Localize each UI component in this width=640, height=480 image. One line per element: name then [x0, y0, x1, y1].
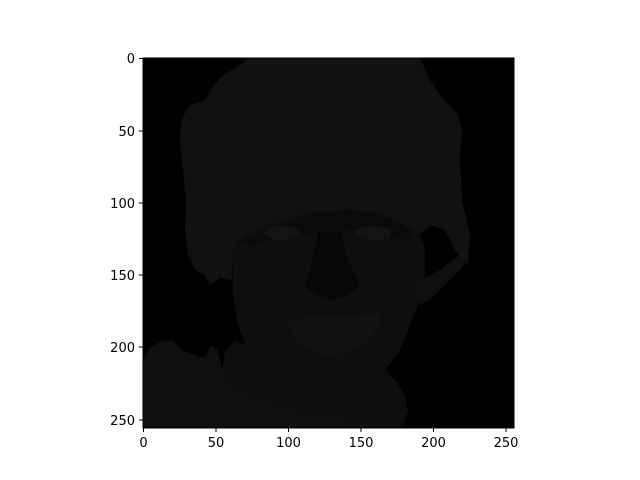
y-tick-label-250: 250: [110, 414, 135, 429]
y-tick-label-200: 200: [110, 341, 135, 356]
x-axis: 0 50 100 150 200 250: [139, 428, 518, 451]
x-tick-label-250: 250: [494, 436, 519, 451]
y-tick-label-150: 150: [110, 269, 135, 284]
right-eye: [355, 226, 391, 240]
axes-frame: [142, 57, 515, 429]
neck: [222, 340, 408, 428]
right-hair-strand: [420, 255, 466, 305]
x-tick-label-100: 100: [276, 436, 301, 451]
x-tick-label-0: 0: [139, 436, 147, 451]
hair-region: [180, 58, 470, 285]
image-axes: [142, 57, 515, 429]
nose-shadow: [305, 230, 360, 300]
y-tick-label-0: 0: [127, 52, 135, 67]
x-tick-label-150: 150: [349, 436, 374, 451]
mouth: [287, 314, 380, 355]
x-tick-label-50: 50: [208, 436, 225, 451]
shoulder-left: [143, 340, 395, 428]
y-axis: 0 50 100 150 200 250: [110, 52, 143, 429]
left-eye: [265, 226, 301, 240]
y-tick-label-50: 50: [118, 125, 135, 140]
face-region: [233, 210, 425, 395]
x-tick-label-200: 200: [421, 436, 446, 451]
y-tick-label-100: 100: [110, 197, 135, 212]
